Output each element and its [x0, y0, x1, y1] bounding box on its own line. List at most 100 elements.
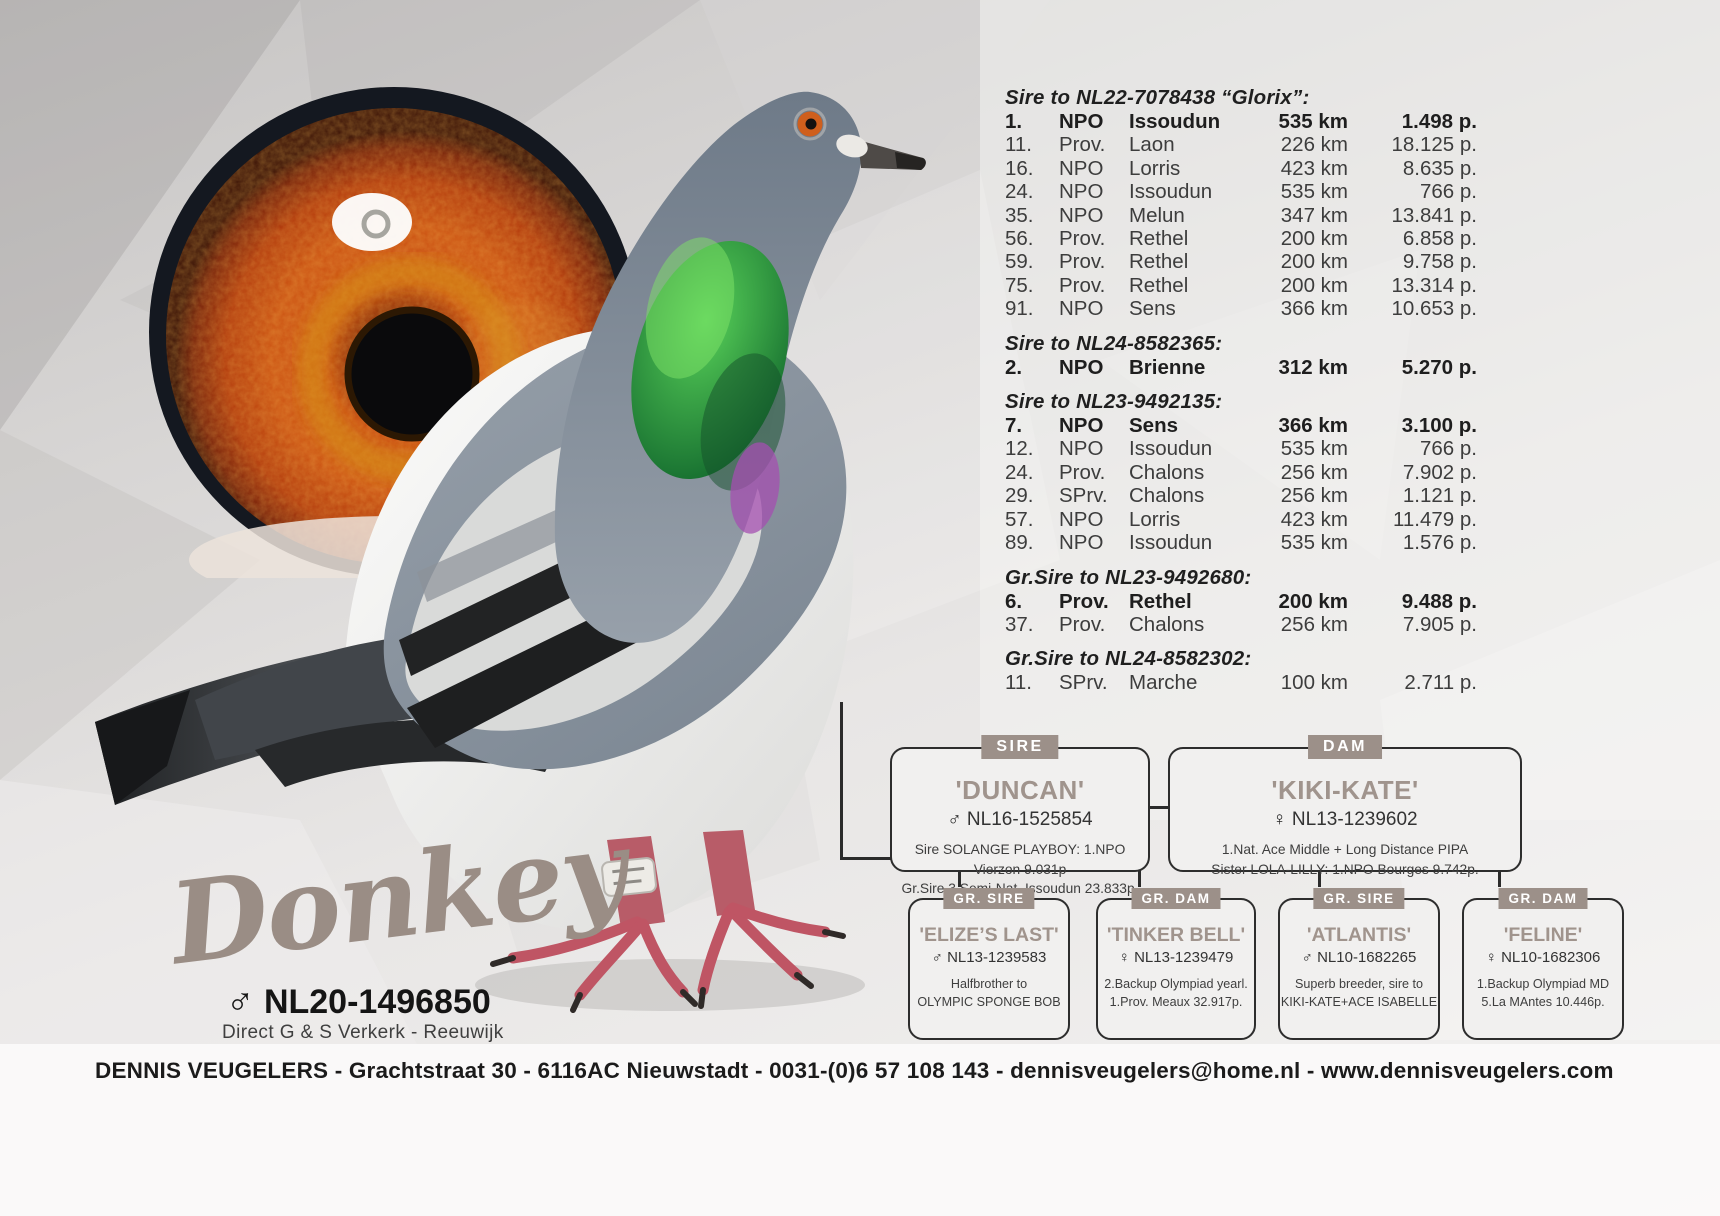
result-organisation: NPO — [1059, 110, 1104, 133]
result-position: 56. — [1005, 227, 1034, 251]
result-racepoint: Issoudun — [1129, 180, 1213, 204]
result-distance: 347 km — [1280, 203, 1348, 227]
male-symbol: ♂ — [226, 980, 255, 1022]
result-pigeons: 11.479 p. — [1393, 507, 1477, 531]
result-racepoint: Lorris — [1129, 507, 1181, 531]
result-position: 16. — [1005, 156, 1034, 180]
pedigree-box-granddam-1: GR. DAM 'TINKER BELL' ♀ NL13-1239479 2.Back… — [1096, 888, 1256, 1040]
results-section-header: Sire to NL22-7078438 “Glorix”: — [1005, 86, 1310, 109]
connector-bird-horizontal — [840, 857, 892, 860]
description-line: 1.Prov. Meaux 32.917p. — [1109, 994, 1243, 1009]
result-pigeons: 5.270 p. — [1401, 355, 1477, 379]
bird-origin: Direct G & S Verkerk - Reeuwijk — [222, 1022, 504, 1043]
result-position: 59. — [1005, 250, 1034, 274]
result-row: 89. NPO Issoudun 535 km 1.576 p. — [1005, 531, 1477, 554]
pigeon-ring: ♂ NL13-1239583 — [910, 949, 1068, 966]
pedigree-tab: GR. SIRE — [1313, 888, 1405, 909]
connector-gp — [1138, 870, 1141, 887]
result-racepoint: Rethel — [1129, 227, 1189, 251]
result-racepoint: Rethel — [1129, 273, 1189, 297]
pigeon-description: Halfbrother to OLYMPIC SPONGE BOB — [910, 976, 1068, 1011]
pigeon-description: 2.Backup Olympiad yearl. 1.Prov. Meaux 32… — [1098, 976, 1254, 1011]
result-row: 91. NPO Sens 366 km 10.653 p. — [1005, 297, 1477, 320]
result-racepoint: Issoudun — [1129, 437, 1213, 461]
result-distance: 256 km — [1280, 460, 1348, 484]
pigeon-ring: ♀ NL10-1682306 — [1464, 949, 1622, 966]
contact-footer: DENNIS VEUGELERS - Grachtstraat 30 - 611… — [95, 1058, 1614, 1083]
ring-text: NL16-1525854 — [966, 809, 1093, 830]
female-symbol: ♀ — [1118, 949, 1135, 966]
connector-gp — [1498, 870, 1501, 887]
male-symbol: ♂ — [947, 809, 967, 830]
result-row: 35. NPO Melun 347 km 13.841 p. — [1005, 204, 1477, 227]
result-position: 24. — [1005, 460, 1034, 484]
result-pigeons: 6.858 p. — [1402, 227, 1477, 251]
result-distance: 423 km — [1280, 507, 1348, 531]
results-section: Sire to NL24-8582365: 2. NPO Brienne 312 km 5… — [1005, 332, 1477, 379]
pigeon-ring: ♂ NL10-1682265 — [1280, 949, 1438, 966]
result-racepoint: Rethel — [1129, 589, 1192, 613]
result-organisation: NPO — [1059, 203, 1104, 227]
race-results: Sire to NL22-7078438 “Glorix”: 1. NPO Issou… — [1005, 86, 1477, 706]
pedigree-tab: GR. DAM — [1131, 888, 1221, 909]
result-row: 24. Prov. Chalons 256 km 7.902 p. — [1005, 461, 1477, 484]
result-organisation: Prov. — [1059, 273, 1106, 297]
result-racepoint: Laon — [1129, 133, 1175, 157]
results-section: Sire to NL22-7078438 “Glorix”: 1. NPO Issou… — [1005, 86, 1477, 321]
pedigree-box-sire: SIRE 'DUNCAN' ♂ NL16-1525854 Sire SOLANGE P… — [890, 735, 1150, 896]
result-position: 1. — [1005, 110, 1023, 133]
description-line: 1.Nat. Ace Middle + Long Distance PIPA — [1221, 842, 1469, 857]
result-position: 75. — [1005, 273, 1034, 297]
result-organisation: NPO — [1059, 297, 1104, 321]
description-line: Superb breeder, sire to — [1294, 977, 1424, 991]
result-racepoint: Sens — [1129, 297, 1176, 321]
result-organisation: Prov. — [1059, 589, 1109, 613]
result-row: 11. SPrv. Marche 100 km 2.711 p. — [1005, 671, 1477, 694]
pigeon-description: 1.Backup Olympiad MD 5.La MAntes 10.446p. — [1464, 976, 1622, 1011]
result-position: 37. — [1005, 612, 1034, 636]
result-distance: 535 km — [1278, 110, 1348, 133]
result-pigeons: 8.635 p. — [1402, 156, 1477, 180]
result-row: 57. NPO Lorris 423 km 11.479 p. — [1005, 508, 1477, 531]
pedigree-box-granddam-2: GR. DAM 'FELINE' ♀ NL10-1682306 1.Backup Ol… — [1462, 888, 1624, 1040]
result-organisation: Prov. — [1059, 227, 1106, 251]
result-row: 1. NPO Issoudun 535 km 1.498 p. — [1005, 110, 1477, 133]
result-position: 29. — [1005, 484, 1034, 508]
pedigree-box-dam: DAM 'KIKI-KATE' ♀ NL13-1239602 1.Nat. Ace M… — [1168, 735, 1522, 877]
pigeon-description: Superb breeder, sire to KIKI-KATE+ACE ISA… — [1280, 976, 1438, 1011]
result-distance: 535 km — [1280, 437, 1348, 461]
result-distance: 200 km — [1278, 589, 1348, 613]
connector-gp — [958, 870, 961, 887]
result-racepoint: Chalons — [1129, 484, 1205, 508]
pigeon-ring: ♂ NL16-1525854 — [892, 809, 1148, 831]
result-row: 59. Prov. Rethel 200 km 9.758 p. — [1005, 250, 1477, 273]
result-row: 24. NPO Issoudun 535 km 766 p. — [1005, 180, 1477, 203]
result-distance: 366 km — [1278, 414, 1348, 438]
pigeon-photo — [95, 91, 926, 1013]
pedigree-tab: GR. SIRE — [943, 888, 1035, 909]
ring-text: NL20-1496850 — [263, 983, 491, 1021]
result-distance: 312 km — [1278, 355, 1348, 379]
result-organisation: Prov. — [1059, 250, 1106, 274]
description-line: 2.Backup Olympiad yearl. — [1104, 977, 1248, 991]
result-pigeons: 10.653 p. — [1391, 297, 1478, 321]
result-position: 7. — [1005, 414, 1023, 438]
result-distance: 366 km — [1280, 297, 1348, 321]
connector-sire-dam — [1148, 806, 1170, 809]
result-position: 6. — [1005, 589, 1023, 613]
pedigree-tab: GR. DAM — [1498, 888, 1588, 909]
result-position: 91. — [1005, 297, 1034, 321]
ring-text: NL10-1682306 — [1501, 949, 1601, 966]
pedigree-box-grandsire-2: GR. SIRE 'ATLANTIS' ♂ NL10-1682265 Superb b… — [1278, 888, 1440, 1040]
description-line: Sister LOLA-LILLY: 1.NPO Bourges 9.742p. — [1211, 861, 1479, 877]
result-row: 75. Prov. Rethel 200 km 13.314 p. — [1005, 274, 1477, 297]
ring-text: NL13-1239583 — [947, 949, 1047, 966]
results-section-header: Gr.Sire to NL23-9492680: — [1005, 565, 1252, 589]
result-distance: 226 km — [1280, 133, 1348, 157]
result-pigeons: 1.498 p. — [1401, 110, 1477, 133]
pigeon-name: 'ELIZE’S LAST' — [919, 924, 1059, 946]
result-distance: 200 km — [1280, 227, 1348, 251]
results-section-header: Gr.Sire to NL24-8582302: — [1005, 647, 1252, 671]
result-row: 2. NPO Brienne 312 km 5.270 p. — [1005, 356, 1477, 379]
result-position: 11. — [1005, 671, 1032, 695]
